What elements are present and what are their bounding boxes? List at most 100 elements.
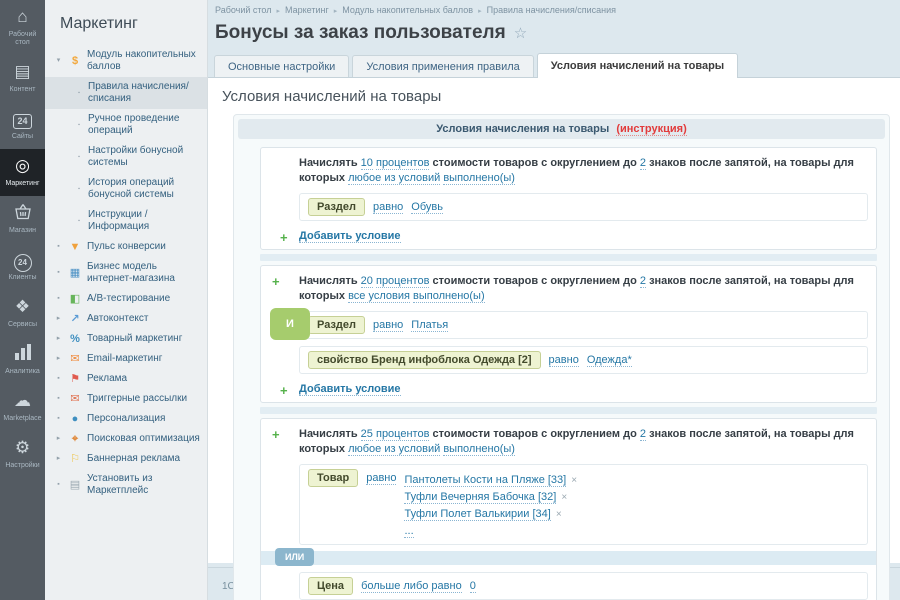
rule-2-done-link[interactable]: выполнено(ы)	[413, 290, 485, 303]
favorite-star-icon[interactable]: ☆	[513, 25, 528, 42]
sidebar-item-label: Бизнес модель интернет-магазина	[87, 261, 175, 284]
sidebar-item-points-module[interactable]: ▾ $ Модуль накопительных баллов	[45, 45, 207, 77]
product-link[interactable]: Туфли Вечерняя Бабочка [32]	[404, 491, 557, 504]
breadcrumb-item[interactable]: Модуль накопительных баллов	[342, 5, 474, 15]
rail-item-label: Магазин	[8, 227, 36, 234]
sidebar-item-instructions[interactable]: ▪ Инструкции / Информация	[45, 205, 207, 237]
condition-op-link[interactable]: равно	[366, 472, 397, 485]
sidebar-menu: ▾ $ Модуль накопительных баллов ▪ Правила на…	[45, 45, 207, 501]
rule-1-value-link[interactable]: 10	[360, 157, 373, 170]
breadcrumb-item[interactable]: Правила начисления/списания	[486, 5, 617, 15]
condition-value-link[interactable]: Одежда*	[586, 354, 632, 367]
condition-field-chip[interactable]: Цена	[308, 577, 354, 595]
group-header-text: Условия начисления на товары	[436, 123, 610, 135]
rule-3-unit-link[interactable]: процентов	[375, 428, 430, 441]
rule-1-unit-link[interactable]: процентов	[375, 157, 430, 170]
rule-3-match-link[interactable]: любое из условий	[348, 443, 441, 456]
rail-item-sites[interactable]: 24 Сайты	[0, 102, 45, 149]
remove-icon[interactable]: ×	[571, 475, 578, 486]
rule-3-value-link[interactable]: 25	[360, 428, 373, 441]
rail-item-content[interactable]: ▤ Контент	[0, 55, 45, 102]
add-condition-row: + Добавить условие	[280, 230, 868, 245]
condition-field-chip[interactable]: Раздел	[308, 198, 365, 216]
rule-3-done-link[interactable]: выполнено(ы)	[443, 443, 515, 456]
sidebar-item-email-marketing[interactable]: ▸ ✉ Email-маркетинг	[45, 349, 207, 369]
sidebar-item-ads[interactable]: ▪ ⚑ Реклама	[45, 369, 207, 389]
rule-1-done-link[interactable]: выполнено(ы)	[443, 172, 515, 185]
rail-item-clients[interactable]: 24 Клиенты	[0, 243, 45, 290]
chevron-right-icon: ▸	[56, 455, 61, 462]
remove-icon[interactable]: ×	[555, 509, 562, 520]
bullet-icon: ▪	[57, 269, 60, 276]
instruction-link[interactable]: (инструкция)	[616, 123, 687, 136]
ab-test-icon: ◧	[69, 293, 81, 305]
tab-1[interactable]: Основные настройки	[214, 55, 350, 78]
bullet-icon: ▪	[78, 186, 80, 192]
more-products-link[interactable]: ...	[404, 525, 414, 538]
sidebar-item-manual-operations[interactable]: ▪ Ручное проведение операций	[45, 109, 207, 141]
breadcrumb-item[interactable]: Рабочий стол	[215, 5, 272, 15]
rule-3-digits-link[interactable]: 2	[639, 428, 646, 441]
add-condition-link[interactable]: Добавить условие	[299, 230, 401, 243]
chevron-right-icon: ▸	[56, 315, 61, 322]
bullet-icon: ▪	[78, 122, 80, 128]
rail-item-analytics[interactable]: Аналитика	[0, 337, 45, 384]
tab-2[interactable]: Условия применения правила	[352, 55, 534, 78]
add-condition-link[interactable]: Добавить условие	[299, 383, 401, 396]
condition-op-link[interactable]: равно	[373, 319, 404, 332]
rule-2-value-link[interactable]: 20	[360, 275, 373, 288]
sidebar-item-trigger-mailings[interactable]: ▪ ✉ Триггерные рассылки	[45, 389, 207, 409]
sidebar-item-product-marketing[interactable]: ▸% Товарный маркетинг	[45, 329, 207, 349]
rail-item-services[interactable]: ❖ Сервисы	[0, 290, 45, 337]
condition-op-link[interactable]: больше либо равно	[361, 580, 462, 593]
condition-value-link[interactable]: Обувь	[411, 201, 443, 214]
rule-1-match-link[interactable]: любое из условий	[348, 172, 441, 185]
bullet-icon: ▪	[57, 295, 60, 302]
sidebar-item-install-marketplace[interactable]: ▪ ▤ Установить из Маркетплейс	[45, 469, 207, 501]
condition-value-link[interactable]: 0	[469, 580, 476, 593]
sidebar-item-autocontext[interactable]: ▸ ↗ Автоконтекст	[45, 309, 207, 329]
rule-1-digits-link[interactable]: 2	[639, 157, 646, 170]
sidebar-item-ab-testing[interactable]: ▪ ◧ A/B-тестирование	[45, 289, 207, 309]
rail-item-desktop[interactable]: ⌂ Рабочий стол	[0, 0, 45, 55]
product-link[interactable]: Пантолеты Кости на Пляже [33]	[404, 474, 567, 487]
condition-field-chip[interactable]: Товар	[308, 469, 359, 487]
sidebar-item-label: Модуль накопительных баллов	[87, 49, 196, 72]
rule-2-match-link[interactable]: все условия	[348, 290, 410, 303]
and-group-badge[interactable]: И	[270, 308, 310, 340]
sidebar-item-business-model[interactable]: ▪ ▦ Бизнес модель интернет-магазина	[45, 257, 207, 289]
condition-row: Цена больше либо равно 0	[299, 572, 868, 600]
remove-icon[interactable]: ×	[561, 492, 568, 503]
sidebar-item-label: Автоконтекст	[87, 313, 149, 324]
sidebar-item-label: Email-маркетинг	[87, 353, 163, 364]
sidebar-item-banner-ads[interactable]: ▸ ⚐ Баннерная реклама	[45, 449, 207, 469]
condition-op-link[interactable]: равно	[548, 354, 579, 367]
bullet-icon: ▪	[57, 481, 60, 488]
product-link[interactable]: Туфли Полет Валькирии [34]	[404, 508, 551, 521]
condition-op-link[interactable]: равно	[373, 201, 404, 214]
breadcrumb-item[interactable]: Маркетинг	[285, 5, 329, 15]
product-value-row: Туфли Вечерняя Бабочка [32] ×	[404, 489, 577, 506]
rail-item-marketplace[interactable]: ☁ Marketplace	[0, 384, 45, 431]
condition-field-chip[interactable]: Раздел	[308, 316, 365, 334]
rule-2-digits-link[interactable]: 2	[639, 275, 646, 288]
condition-value-link[interactable]: Платья	[411, 319, 449, 332]
rail-item-label: Сайты	[11, 133, 34, 140]
rail-item-marketing[interactable]: ◎ Маркетинг	[0, 149, 45, 196]
or-group-badge[interactable]: ИЛИ	[275, 548, 315, 566]
rule-2-unit-link[interactable]: процентов	[375, 275, 430, 288]
sidebar-item-label: История операций бонусной системы	[88, 177, 175, 200]
condition-field-chip[interactable]: свойство Бренд инфоблока Одежда [2]	[308, 351, 541, 369]
sidebar-item-personalization[interactable]: ▪ ● Персонализация	[45, 409, 207, 429]
rail-item-shop[interactable]: Магазин	[0, 196, 45, 243]
sidebar-item-rules[interactable]: ▪ Правила начисления/списания	[45, 77, 207, 109]
sidebar-item-seo[interactable]: ▸ ⌖ Поисковая оптимизация	[45, 429, 207, 449]
sidebar-item-label: Правила начисления/списания	[88, 81, 189, 104]
sidebar-item-bonus-settings[interactable]: ▪ Настройки бонусной системы	[45, 141, 207, 173]
dollar-icon: $	[71, 55, 79, 67]
sidebar-item-conversion-pulse[interactable]: ▪ ▼ Пульс конверсии	[45, 237, 207, 257]
sidebar-item-label: Ручное проведение операций	[88, 113, 180, 136]
tab-3[interactable]: Условия начислений на товары	[536, 53, 739, 78]
sidebar-item-operations-history[interactable]: ▪ История операций бонусной системы	[45, 173, 207, 205]
rail-item-settings[interactable]: ⚙ Настройки	[0, 431, 45, 478]
